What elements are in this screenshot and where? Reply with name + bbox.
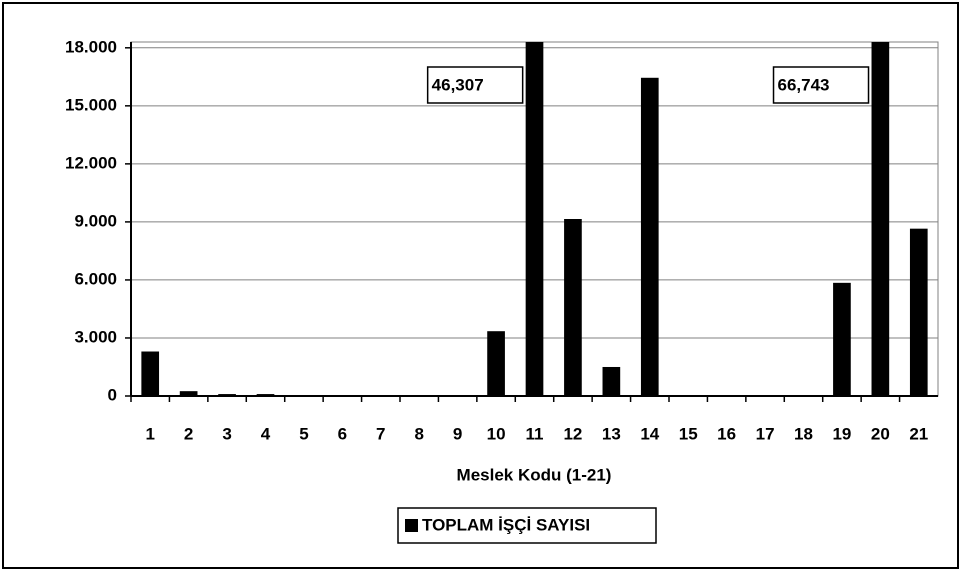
x-tick-label: 16 bbox=[717, 424, 736, 443]
bar bbox=[871, 42, 890, 396]
bar bbox=[525, 42, 544, 397]
y-tick-label: 6.000 bbox=[74, 269, 117, 288]
x-tick-label: 12 bbox=[563, 424, 582, 443]
bar bbox=[909, 228, 928, 396]
y-tick-label: 0 bbox=[108, 385, 117, 404]
x-tick-label: 13 bbox=[602, 424, 621, 443]
x-tick-label: 7 bbox=[376, 424, 385, 443]
bar bbox=[640, 77, 659, 396]
x-tick-label: 5 bbox=[299, 424, 308, 443]
y-tick-label: 18.000 bbox=[65, 37, 117, 56]
legend-box bbox=[397, 507, 657, 544]
x-tick-label: 6 bbox=[338, 424, 347, 443]
x-tick-label: 17 bbox=[756, 424, 775, 443]
bar bbox=[602, 366, 621, 396]
x-tick-label: 19 bbox=[832, 424, 851, 443]
x-tick-label: 2 bbox=[184, 424, 193, 443]
y-tick-label: 15.000 bbox=[65, 95, 117, 114]
x-tick-label: 8 bbox=[414, 424, 423, 443]
x-tick-label: 4 bbox=[261, 424, 271, 443]
x-tick-label: 10 bbox=[487, 424, 506, 443]
y-tick-label: 12.000 bbox=[65, 153, 117, 172]
x-tick-label: 3 bbox=[222, 424, 231, 443]
x-tick-label: 9 bbox=[453, 424, 462, 443]
x-tick-label: 1 bbox=[145, 424, 154, 443]
x-tick-label: 11 bbox=[526, 424, 544, 443]
bar bbox=[487, 331, 505, 396]
x-tick-label: 21 bbox=[909, 424, 928, 443]
bar bbox=[179, 391, 198, 396]
legend-swatch bbox=[405, 519, 418, 532]
bar bbox=[564, 219, 582, 396]
x-axis-title: Meslek Kodu (1-21) bbox=[457, 465, 612, 484]
bars bbox=[141, 42, 928, 397]
value-label-box bbox=[772, 66, 870, 104]
bar bbox=[833, 282, 851, 396]
x-tick-label: 18 bbox=[794, 424, 813, 443]
bar bbox=[141, 351, 160, 396]
y-tick-label: 9.000 bbox=[74, 211, 117, 230]
value-label: 66,743 bbox=[778, 75, 830, 94]
value-label-box bbox=[426, 66, 524, 104]
value-label: 46,307 bbox=[432, 75, 484, 94]
y-tick-label: 3.000 bbox=[74, 327, 117, 346]
x-tick-label: 20 bbox=[871, 424, 890, 443]
x-tick-label: 15 bbox=[679, 424, 698, 443]
legend-label: TOPLAM İŞÇİ SAYISI bbox=[422, 515, 590, 534]
x-tick-label: 14 bbox=[640, 424, 659, 443]
